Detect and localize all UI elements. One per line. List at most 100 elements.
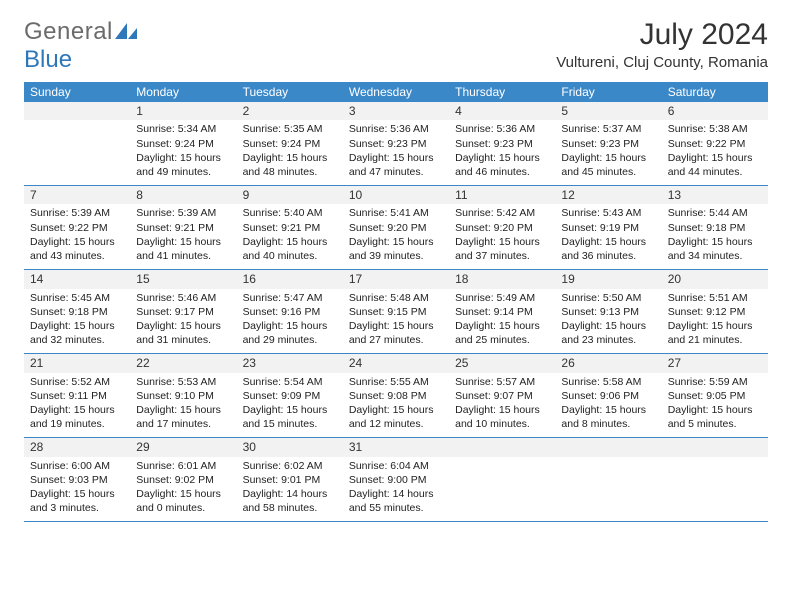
sunset-text: Sunset: 9:21 PM	[243, 221, 337, 235]
calendar-table: Sunday Monday Tuesday Wednesday Thursday…	[24, 82, 768, 522]
sunset-text: Sunset: 9:09 PM	[243, 389, 337, 403]
day-details: Sunrise: 6:02 AMSunset: 9:01 PMDaylight:…	[237, 457, 343, 522]
sunset-text: Sunset: 9:24 PM	[136, 137, 230, 151]
sunrise-text: Sunrise: 5:47 AM	[243, 291, 337, 305]
daylight-text: Daylight: 15 hours and 19 minutes.	[30, 403, 124, 431]
day-details: Sunrise: 5:57 AMSunset: 9:07 PMDaylight:…	[449, 373, 555, 438]
empty-day-number	[449, 438, 555, 457]
daylight-text: Daylight: 15 hours and 8 minutes.	[561, 403, 655, 431]
day-details: Sunrise: 5:43 AMSunset: 9:19 PMDaylight:…	[555, 204, 661, 269]
daylight-text: Daylight: 15 hours and 3 minutes.	[30, 487, 124, 515]
weekday-saturday: Saturday	[662, 82, 768, 102]
header: General Blue July 2024 Vultureni, Cluj C…	[24, 18, 768, 74]
day-number: 1	[130, 102, 236, 120]
sunrise-text: Sunrise: 5:40 AM	[243, 206, 337, 220]
daylight-text: Daylight: 15 hours and 44 minutes.	[668, 151, 762, 179]
sunset-text: Sunset: 9:02 PM	[136, 473, 230, 487]
day-number: 19	[555, 270, 661, 289]
daylight-text: Daylight: 14 hours and 55 minutes.	[349, 487, 443, 515]
sunrise-text: Sunrise: 5:57 AM	[455, 375, 549, 389]
day-details: Sunrise: 5:34 AMSunset: 9:24 PMDaylight:…	[130, 120, 236, 185]
day-number: 13	[662, 186, 768, 205]
sunrise-text: Sunrise: 6:02 AM	[243, 459, 337, 473]
sunset-text: Sunset: 9:18 PM	[668, 221, 762, 235]
sunrise-text: Sunrise: 5:41 AM	[349, 206, 443, 220]
daylight-text: Daylight: 15 hours and 45 minutes.	[561, 151, 655, 179]
sunset-text: Sunset: 9:06 PM	[561, 389, 655, 403]
day-number: 4	[449, 102, 555, 120]
day-number: 9	[237, 186, 343, 205]
details-row: Sunrise: 5:39 AMSunset: 9:22 PM Daylight:…	[24, 204, 768, 269]
empty-day-number	[555, 438, 661, 457]
day-details: Sunrise: 5:50 AMSunset: 9:13 PMDaylight:…	[555, 289, 661, 354]
day-details: Sunrise: 5:39 AMSunset: 9:22 PMDaylight:…	[24, 204, 130, 269]
daylight-text: Daylight: 15 hours and 0 minutes.	[136, 487, 230, 515]
daylight-text: Daylight: 15 hours and 10 minutes.	[455, 403, 549, 431]
calendar-page: General Blue July 2024 Vultureni, Cluj C…	[0, 0, 792, 540]
daylight-text: Daylight: 15 hours and 40 minutes.	[243, 235, 337, 263]
day-details: Sunrise: 6:04 AMSunset: 9:00 PMDaylight:…	[343, 457, 449, 522]
daylight-text: Daylight: 15 hours and 23 minutes.	[561, 319, 655, 347]
day-number: 16	[237, 270, 343, 289]
day-details: Sunrise: 5:38 AMSunset: 9:22 PMDaylight:…	[662, 120, 768, 185]
sunset-text: Sunset: 9:13 PM	[561, 305, 655, 319]
daynum-row: 28293031	[24, 438, 768, 457]
day-details: Sunrise: 6:01 AMSunset: 9:02 PMDaylight:…	[130, 457, 236, 522]
sunset-text: Sunset: 9:11 PM	[30, 389, 124, 403]
details-row: Sunrise: 5:45 AMSunset: 9:18 PMDaylight:…	[24, 289, 768, 354]
daynum-row: 21222324252627	[24, 354, 768, 373]
day-details: Sunrise: 5:36 AMSunset: 9:23 PMDaylight:…	[449, 120, 555, 185]
sunset-text: Sunset: 9:01 PM	[243, 473, 337, 487]
sunrise-text: Sunrise: 6:04 AM	[349, 459, 443, 473]
day-number: 31	[343, 438, 449, 457]
sunset-text: Sunset: 9:07 PM	[455, 389, 549, 403]
empty-day-number	[24, 102, 130, 120]
sunset-text: Sunset: 9:23 PM	[455, 137, 549, 151]
weekday-friday: Friday	[555, 82, 661, 102]
day-number: 26	[555, 354, 661, 373]
sunrise-text: Sunrise: 5:51 AM	[668, 291, 762, 305]
weekday-wednesday: Wednesday	[343, 82, 449, 102]
weekday-monday: Monday	[130, 82, 236, 102]
sunset-text: Sunset: 9:22 PM	[30, 221, 124, 235]
sunrise-text: Sunrise: 5:53 AM	[136, 375, 230, 389]
daylight-text: Daylight: 15 hours and 39 minutes.	[349, 235, 443, 263]
day-number: 24	[343, 354, 449, 373]
daylight-text: Daylight: 15 hours and 41 minutes.	[136, 235, 230, 263]
logo-text-general: General	[24, 18, 113, 45]
sunset-text: Sunset: 9:20 PM	[349, 221, 443, 235]
day-number: 28	[24, 438, 130, 457]
day-details: Sunrise: 5:51 AMSunset: 9:12 PMDaylight:…	[662, 289, 768, 354]
daylight-text: Daylight: 15 hours and 32 minutes.	[30, 319, 124, 347]
details-row: Sunrise: 5:34 AMSunset: 9:24 PMDaylight:…	[24, 120, 768, 185]
weekday-sunday: Sunday	[24, 82, 130, 102]
sunrise-text: Sunrise: 5:58 AM	[561, 375, 655, 389]
day-number: 11	[449, 186, 555, 205]
sunrise-text: Sunrise: 5:49 AM	[455, 291, 549, 305]
day-details: Sunrise: 5:37 AMSunset: 9:23 PMDaylight:…	[555, 120, 661, 185]
page-title: July 2024	[556, 18, 768, 52]
sunrise-text: Sunrise: 5:39 AM	[30, 206, 124, 220]
day-number: 17	[343, 270, 449, 289]
sunset-text: Sunset: 9:18 PM	[30, 305, 124, 319]
day-details: Sunrise: 5:39 AMSunset: 9:21 PMDaylight:…	[130, 204, 236, 269]
title-block: July 2024 Vultureni, Cluj County, Romani…	[556, 18, 768, 71]
weekday-thursday: Thursday	[449, 82, 555, 102]
day-number: 15	[130, 270, 236, 289]
day-details: Sunrise: 5:44 AMSunset: 9:18 PMDaylight:…	[662, 204, 768, 269]
sunset-text: Sunset: 9:03 PM	[30, 473, 124, 487]
details-row: Sunrise: 6:00 AMSunset: 9:03 PMDaylight:…	[24, 457, 768, 522]
sunrise-text: Sunrise: 5:45 AM	[30, 291, 124, 305]
daylight-text: Daylight: 15 hours and 37 minutes.	[455, 235, 549, 263]
daylight-text: Daylight: 15 hours and 48 minutes.	[243, 151, 337, 179]
sunrise-text: Sunrise: 5:50 AM	[561, 291, 655, 305]
daylight-text: Daylight: 15 hours and 29 minutes.	[243, 319, 337, 347]
day-details: Sunrise: 5:55 AMSunset: 9:08 PMDaylight:…	[343, 373, 449, 438]
day-details: Sunrise: 5:49 AMSunset: 9:14 PMDaylight:…	[449, 289, 555, 354]
day-number: 25	[449, 354, 555, 373]
day-details: Sunrise: 5:53 AMSunset: 9:10 PMDaylight:…	[130, 373, 236, 438]
day-number: 20	[662, 270, 768, 289]
sunset-text: Sunset: 9:23 PM	[561, 137, 655, 151]
day-details: Sunrise: 5:41 AMSunset: 9:20 PMDaylight:…	[343, 204, 449, 269]
sunrise-text: Sunrise: 5:48 AM	[349, 291, 443, 305]
